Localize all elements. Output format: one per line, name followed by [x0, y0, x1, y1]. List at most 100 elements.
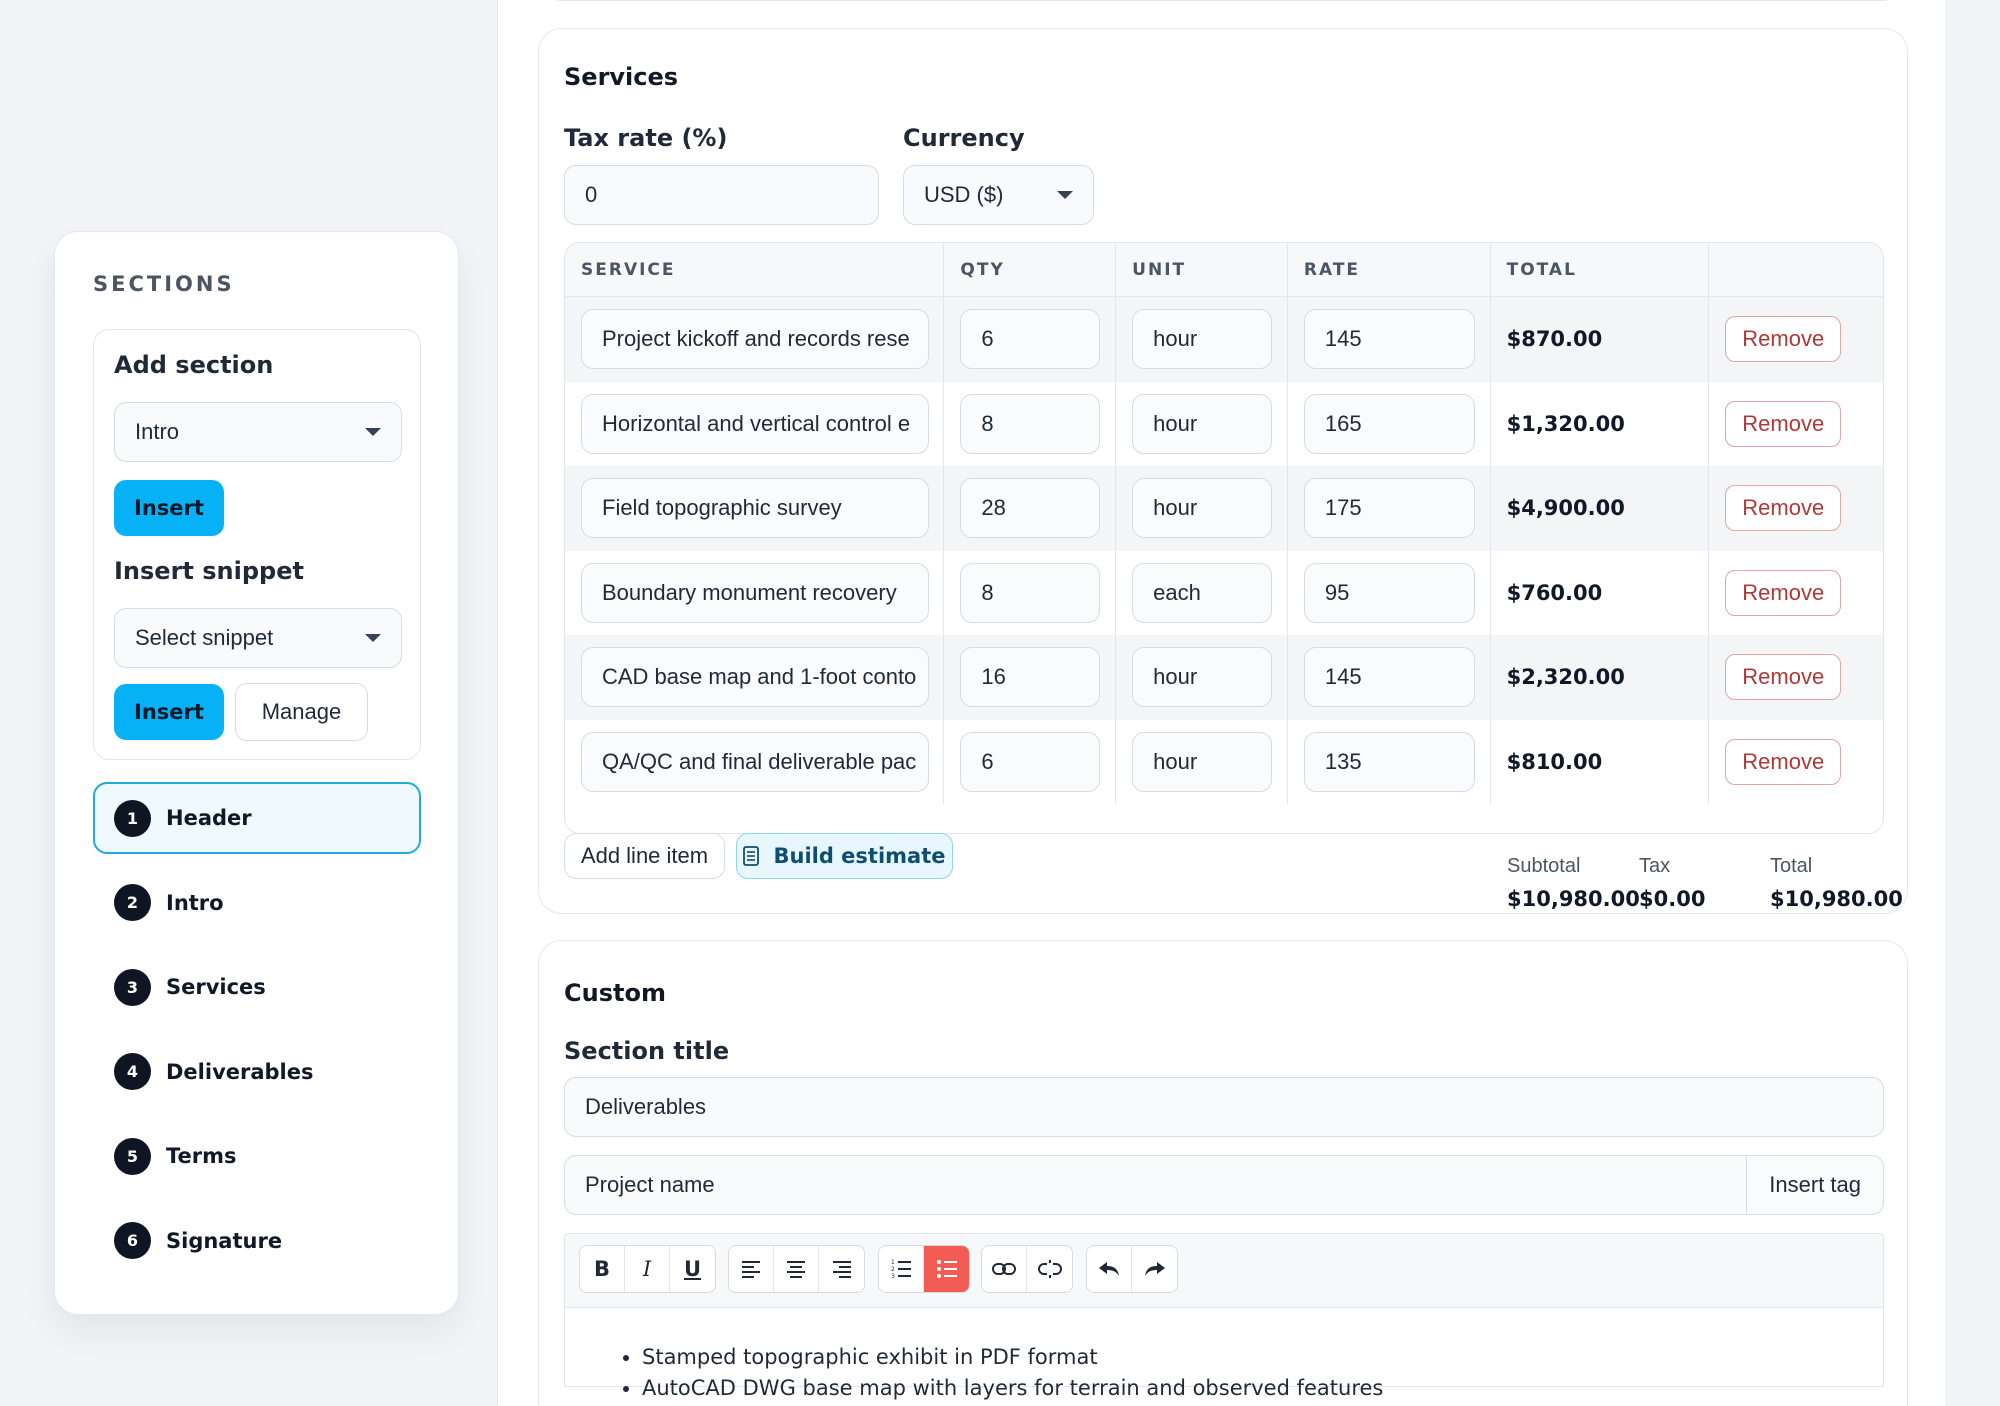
sections-sidebar: SECTIONS Add section Intro Insert Insert… [54, 231, 459, 1315]
previous-section-card [538, 0, 1906, 1]
bold-button[interactable]: B [580, 1246, 625, 1292]
services-title: Services [564, 63, 679, 91]
currency-select[interactable]: USD ($) [903, 165, 1094, 225]
undo-button[interactable] [1087, 1246, 1132, 1292]
align-center-button[interactable] [774, 1246, 819, 1292]
insert-snippet-button[interactable]: Insert [114, 684, 224, 740]
unit-input[interactable]: hour [1132, 309, 1273, 370]
section-item-services[interactable]: 3 Services [93, 951, 421, 1023]
sidebar-tools-card: Add section Intro Insert Insert snippet … [93, 329, 421, 760]
rate-input[interactable]: 135 [1303, 731, 1475, 792]
italic-button[interactable]: I [625, 1246, 670, 1292]
rate-cell: 135 [1288, 719, 1491, 804]
rate-cell: 145 [1288, 297, 1491, 382]
redo-button[interactable] [1132, 1246, 1177, 1292]
unlink-button[interactable] [1027, 1246, 1072, 1292]
undo-icon [1099, 1262, 1119, 1276]
manage-snippets-button[interactable]: Manage [235, 683, 368, 741]
rate-input[interactable]: 145 [1303, 647, 1475, 708]
insert-section-button[interactable]: Insert [114, 480, 224, 536]
tax-label: Tax [1639, 855, 1671, 877]
calculator-icon [743, 846, 760, 866]
insert-snippet-label: Insert snippet [114, 557, 304, 585]
column-header-total: TOTAL [1491, 243, 1710, 297]
remove-row-button[interactable]: Remove [1725, 738, 1842, 785]
table-row: Horizontal and vertical control e 8 hour… [565, 381, 1883, 467]
unit-cell: each [1116, 550, 1288, 635]
build-estimate-button[interactable]: Build estimate [736, 833, 953, 879]
service-input[interactable]: QA/QC and final deliverable pac [581, 731, 929, 792]
table-row: QA/QC and final deliverable pac 6 hour 1… [565, 719, 1883, 804]
rate-input[interactable]: 175 [1303, 478, 1475, 539]
unit-input[interactable]: hour [1132, 478, 1273, 539]
qty-input[interactable]: 6 [960, 309, 1101, 370]
line-total: $810.00 [1506, 749, 1603, 774]
total-label: Total [1770, 855, 1813, 877]
unit-input[interactable]: hour [1132, 647, 1273, 708]
remove-row-button[interactable]: Remove [1725, 400, 1842, 447]
qty-cell: 6 [944, 297, 1117, 382]
rate-input[interactable]: 95 [1303, 562, 1475, 623]
remove-row-button[interactable]: Remove [1725, 316, 1842, 363]
qty-input[interactable]: 6 [960, 731, 1101, 792]
unit-input[interactable]: hour [1132, 393, 1273, 454]
service-cell: Field topographic survey [565, 466, 945, 551]
action-cell: Remove [1709, 382, 1883, 467]
section-number: 3 [114, 968, 151, 1006]
service-input[interactable]: Field topographic survey [581, 478, 929, 539]
align-left-button[interactable] [729, 1246, 774, 1292]
remove-row-button[interactable]: Remove [1725, 485, 1842, 532]
section-title-label: Section title [564, 1037, 730, 1065]
section-label: Services [166, 975, 266, 999]
section-item-header[interactable]: 1 Header [93, 782, 421, 854]
remove-row-button[interactable]: Remove [1725, 654, 1842, 701]
section-number: 2 [114, 884, 151, 921]
line-total: $4,900.00 [1506, 496, 1625, 521]
link-icon [992, 1263, 1016, 1275]
unit-cell: hour [1116, 297, 1288, 382]
qty-input[interactable]: 16 [960, 647, 1101, 708]
section-item-signature[interactable]: 6 Signature [93, 1205, 421, 1277]
action-cell: Remove [1709, 635, 1883, 720]
qty-cell: 8 [944, 381, 1117, 466]
rich-text-editor[interactable]: Stamped topographic exhibit in PDF forma… [564, 1307, 1884, 1400]
service-input[interactable]: Boundary monument recovery [581, 562, 929, 623]
snippet-select[interactable]: Select snippet [114, 608, 402, 668]
editor-main: Services Tax rate (%) 0 Currency USD ($)… [497, 0, 1947, 1406]
bullet-list-button[interactable] [924, 1246, 969, 1292]
table-row: Boundary monument recovery 8 each 95 $76… [565, 550, 1883, 635]
tax-rate-input[interactable]: 0 [564, 165, 879, 225]
rate-input[interactable]: 165 [1303, 393, 1475, 454]
link-button[interactable] [982, 1246, 1027, 1292]
rate-cell: 175 [1288, 466, 1491, 551]
qty-input[interactable]: 8 [960, 393, 1101, 454]
section-label: Terms [166, 1144, 237, 1168]
insert-tag-button[interactable]: Insert tag [1746, 1156, 1883, 1214]
service-input[interactable]: Project kickoff and records rese [581, 309, 929, 370]
rate-input[interactable]: 145 [1303, 309, 1475, 370]
service-input[interactable]: CAD base map and 1-foot conto [581, 647, 929, 708]
underline-button[interactable]: U [683, 1257, 702, 1281]
add-line-item-button[interactable]: Add line item [564, 833, 725, 879]
chevron-down-icon [1057, 191, 1073, 199]
line-total: $760.00 [1506, 580, 1603, 605]
align-right-button[interactable] [819, 1246, 864, 1292]
qty-input[interactable]: 8 [960, 562, 1101, 623]
tax-rate-label: Tax rate (%) [564, 124, 728, 152]
add-section-select[interactable]: Intro [114, 402, 402, 462]
unit-input[interactable]: hour [1132, 731, 1273, 792]
tag-select[interactable]: Project name [585, 1172, 715, 1197]
section-title-input[interactable]: Deliverables [564, 1077, 1884, 1137]
service-input[interactable]: Horizontal and vertical control e [581, 393, 929, 454]
section-item-intro[interactable]: 2 Intro [93, 867, 421, 939]
table-row: Field topographic survey 28 hour 175 $4,… [565, 466, 1883, 551]
section-item-deliverables[interactable]: 4 Deliverables [93, 1036, 421, 1108]
service-cell: QA/QC and final deliverable pac [565, 719, 945, 804]
unit-input[interactable]: each [1132, 562, 1273, 623]
snippet-placeholder: Select snippet [135, 625, 274, 650]
qty-input[interactable]: 28 [960, 478, 1101, 539]
action-cell: Remove [1709, 466, 1883, 551]
remove-row-button[interactable]: Remove [1725, 569, 1842, 616]
section-item-terms[interactable]: 5 Terms [93, 1120, 421, 1192]
